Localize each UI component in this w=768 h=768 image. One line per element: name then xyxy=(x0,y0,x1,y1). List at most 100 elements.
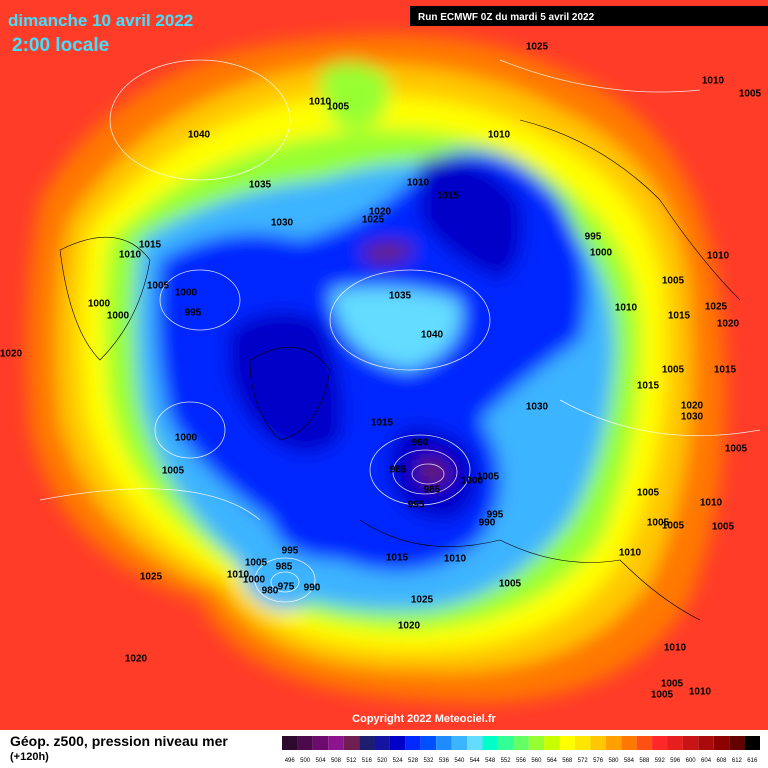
scale-swatch xyxy=(297,736,313,750)
scale-swatch xyxy=(282,736,298,750)
scale-label: 508 xyxy=(331,758,342,764)
scale-label: 584 xyxy=(624,758,635,764)
scale-swatch xyxy=(621,736,637,750)
isobar-label: 1015 xyxy=(437,191,460,202)
isobar-label: 1010 xyxy=(707,251,730,262)
scale-label: 532 xyxy=(423,758,434,764)
isobar-label: 1010 xyxy=(227,570,250,581)
legend-title: Géop. z500, pression niveau mer xyxy=(10,733,228,749)
scale-swatch xyxy=(467,736,483,750)
isobar-label: 1005 xyxy=(147,281,170,292)
isobar-label: 1020 xyxy=(0,349,23,360)
copyright: Copyright 2022 Meteociel.fr xyxy=(352,713,496,725)
isobar-label: 1000 xyxy=(461,476,484,487)
scale-label: 608 xyxy=(716,758,727,764)
isobar-label: 1010 xyxy=(407,178,430,189)
scale-swatch xyxy=(590,736,606,750)
scale-swatch xyxy=(359,736,375,750)
isobar-label: 995 xyxy=(487,510,504,521)
isobar-label: 1010 xyxy=(119,250,142,261)
scale-label: 580 xyxy=(609,758,620,764)
date: dimanche 10 avril 2022 xyxy=(8,11,193,30)
scale-swatch xyxy=(544,736,560,750)
isobar-label: 1015 xyxy=(668,311,691,322)
isobar-label: 1005 xyxy=(662,365,685,376)
isobar-label: 1010 xyxy=(702,76,725,87)
scale-swatch xyxy=(698,736,714,750)
isobar-label: 1020 xyxy=(681,401,704,412)
scale-swatch xyxy=(328,736,344,750)
color-scale: 496 500 504 508 512 516 520 524 528 532 536 540 544 5… xyxy=(282,736,760,764)
scale-label: 500 xyxy=(300,758,311,764)
run: Run ECMWF 0Z du mardi 5 avril 2022 xyxy=(418,12,595,23)
isobar-label: 1005 xyxy=(712,522,735,533)
isobar-label: 995 xyxy=(585,232,602,243)
scale-label: 568 xyxy=(562,758,573,764)
scale-swatch xyxy=(667,736,683,750)
scale-label: 504 xyxy=(316,758,327,764)
isobar-label: 1005 xyxy=(162,466,185,477)
isobar-label: 1005 xyxy=(477,472,500,483)
isobar-label: 1000 xyxy=(107,311,130,322)
scale-swatch xyxy=(312,736,329,750)
scale-label: 592 xyxy=(655,758,666,764)
scale-swatch xyxy=(436,736,452,750)
isobar-label: 1005 xyxy=(637,488,660,499)
isobar-label: 1015 xyxy=(371,418,394,429)
isobar-label: 980 xyxy=(262,586,279,597)
isobar-label: 1005 xyxy=(651,690,674,701)
isobar-label: 1005 xyxy=(245,558,268,569)
isobar-label: 1010 xyxy=(488,130,511,141)
scale-label: 604 xyxy=(701,758,712,764)
isobar-label: 1010 xyxy=(444,554,467,565)
scale-swatch xyxy=(405,736,421,750)
isobar-label: 1025 xyxy=(362,215,385,226)
isobar-label: 1015 xyxy=(386,553,409,564)
scale-swatch xyxy=(482,736,498,750)
isobar-label: 1015 xyxy=(637,381,660,392)
scale-label: 528 xyxy=(408,758,419,764)
isobar-label: 1005 xyxy=(647,518,670,529)
isobar-label: 1005 xyxy=(725,444,748,455)
scale-label: 512 xyxy=(346,758,357,764)
scale-label: 556 xyxy=(516,758,527,764)
scale-label: 496 xyxy=(285,758,296,764)
isobar-label: 1015 xyxy=(714,365,737,376)
isobar-label: 1020 xyxy=(125,654,148,665)
scale-swatch xyxy=(713,736,730,750)
scale-label: 544 xyxy=(470,758,481,764)
scale-swatch xyxy=(420,736,437,750)
isobar-label: 990 xyxy=(479,518,496,529)
isobar-label: 985 xyxy=(390,465,407,476)
isobar-label: 1030 xyxy=(271,218,294,229)
scale-swatch xyxy=(513,736,529,750)
isobar-label: 1000 xyxy=(175,288,198,299)
scale-swatch xyxy=(343,736,360,750)
scale-swatch xyxy=(389,736,406,750)
isobar-label: 1020 xyxy=(369,207,392,218)
isobar-label: 1025 xyxy=(140,572,163,583)
isobar-label: 1005 xyxy=(661,679,684,690)
scale-label: 552 xyxy=(501,758,512,764)
isobar-label: 1020 xyxy=(398,621,421,632)
isobar-label: 985 xyxy=(276,562,293,573)
scale-label: 536 xyxy=(439,758,450,764)
isobar-label: 1030 xyxy=(681,412,704,423)
isobar-label: 1040 xyxy=(421,330,444,341)
scale-label: 520 xyxy=(377,758,388,764)
isobar-label: 1000 xyxy=(590,248,613,259)
scale-swatch xyxy=(729,736,745,750)
isobar-label: 1025 xyxy=(526,42,549,53)
isobar-label: 995 xyxy=(185,308,202,319)
isobar-label: 1010 xyxy=(700,498,723,509)
isobar-label: 990 xyxy=(412,438,429,449)
isobar-label: 995 xyxy=(408,500,425,511)
isobar-label: 1010 xyxy=(689,687,712,698)
isobar-label: 1030 xyxy=(526,402,549,413)
scale-label: 560 xyxy=(531,758,542,764)
scale-label: 576 xyxy=(593,758,604,764)
lead-time: (+120h) xyxy=(10,751,49,763)
isobar-label: 1035 xyxy=(389,291,412,302)
isobar-lines xyxy=(39,59,761,603)
scale-label: 600 xyxy=(686,758,697,764)
